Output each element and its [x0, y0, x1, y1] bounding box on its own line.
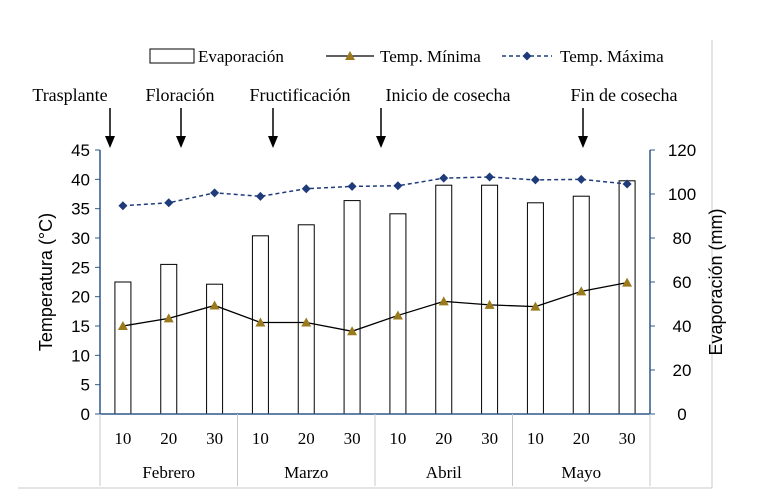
temp-max-point: [393, 181, 403, 191]
y-right-tick-label: 0: [677, 405, 686, 424]
evaporation-bar: [481, 184, 499, 415]
y-left-tick-label: 5: [81, 376, 90, 395]
temp-min-point: [209, 300, 220, 310]
y-left-tick-label: 35: [71, 200, 90, 219]
x-tick-label: 30: [206, 429, 223, 448]
y-left-tick-label: 20: [71, 288, 90, 307]
temp-min-point: [622, 277, 633, 287]
y-right-tick-label: 40: [673, 317, 692, 336]
temp-min-point: [438, 296, 449, 306]
y-left-tick-label: 10: [71, 346, 90, 365]
temp-min-point: [117, 321, 128, 330]
y-right-tick-label: 60: [673, 273, 692, 292]
legend-evaporation-label: Evaporación: [198, 47, 284, 66]
temp-max-point: [118, 201, 128, 211]
x-tick-label: 20: [298, 429, 315, 448]
temp-min-point: [255, 317, 266, 327]
stage-annotation-label: Fin de cosecha: [571, 85, 678, 105]
y-right-tick-label: 80: [673, 229, 692, 248]
x-tick-label: 10: [527, 429, 544, 448]
y-left-tick-label: 25: [71, 258, 90, 277]
x-tick-label: 10: [114, 429, 131, 448]
legend-temp-min-marker: [345, 51, 355, 60]
legend-temp-max-label: Temp. Máxima: [560, 47, 664, 66]
temp-max-point: [255, 191, 265, 201]
temp-max-point: [485, 172, 495, 182]
temp-max-point: [622, 179, 632, 189]
x-tick-label: 20: [573, 429, 590, 448]
stage-annotation-arrow-head: [376, 136, 386, 148]
legend-temp-min-label: Temp. Mínima: [380, 47, 481, 66]
temp-max-point: [347, 181, 357, 191]
temp-min-point: [347, 326, 358, 336]
y-right-tick-label: 20: [673, 361, 692, 380]
temp-max-line: [122, 176, 628, 207]
x-tick-label: 20: [435, 429, 452, 448]
temp-min-point: [576, 286, 587, 296]
temp-max-point: [164, 198, 174, 208]
temp-max-point: [576, 174, 586, 184]
temp-min-point: [301, 317, 312, 327]
evaporation-bar: [572, 195, 590, 415]
x-tick-label: 10: [389, 429, 406, 448]
stage-annotation-label: Fructificación: [250, 85, 351, 105]
temp-min-point: [392, 310, 403, 320]
x-tick-label: 30: [344, 429, 361, 448]
y-right-tick-label: 100: [668, 185, 696, 204]
evaporation-bar: [160, 263, 178, 415]
temp-max-point: [439, 173, 449, 183]
stage-annotation-label: Floración: [146, 85, 215, 105]
y-left-tick-label: 30: [71, 229, 90, 248]
y-right-axis-title: Evaporación (mm): [706, 208, 726, 355]
month-label: Febrero: [142, 463, 195, 482]
temp-min-line: [122, 281, 628, 332]
temp-max-point: [530, 175, 540, 185]
stage-annotation-arrow-head: [105, 136, 115, 148]
y-left-tick-label: 45: [71, 141, 90, 160]
y-left-axis-title: Temperatura (°C): [36, 213, 56, 351]
temp-min-point: [163, 313, 174, 323]
stage-annotation-arrow-head: [578, 136, 588, 148]
temp-max-point: [301, 184, 311, 194]
stage-annotation-label: Inicio de cosecha: [386, 85, 511, 105]
legend-evaporation-swatch: [149, 48, 195, 64]
y-left-tick-label: 0: [81, 405, 90, 424]
x-tick-label: 10: [252, 429, 269, 448]
x-tick-label: 30: [481, 429, 498, 448]
stage-annotation-arrow-head: [176, 136, 186, 148]
month-label: Marzo: [284, 463, 328, 482]
evaporation-bar: [114, 281, 132, 415]
x-tick-label: 20: [160, 429, 177, 448]
y-left-tick-label: 40: [71, 170, 90, 189]
stage-annotation-arrow-head: [268, 136, 278, 148]
temp-min-point: [484, 299, 495, 309]
stage-annotation-label: Trasplante: [32, 85, 107, 105]
month-label: Mayo: [561, 463, 601, 482]
month-label: Abril: [426, 463, 462, 482]
evaporation-bar: [618, 180, 636, 415]
legend-temp-max-marker: [522, 51, 532, 61]
y-right-tick-label: 120: [668, 141, 696, 160]
temp-min-point: [530, 301, 541, 311]
x-tick-label: 30: [619, 429, 636, 448]
y-left-tick-label: 15: [71, 317, 90, 336]
temp-max-point: [210, 188, 220, 198]
evaporation-bar: [343, 200, 361, 415]
